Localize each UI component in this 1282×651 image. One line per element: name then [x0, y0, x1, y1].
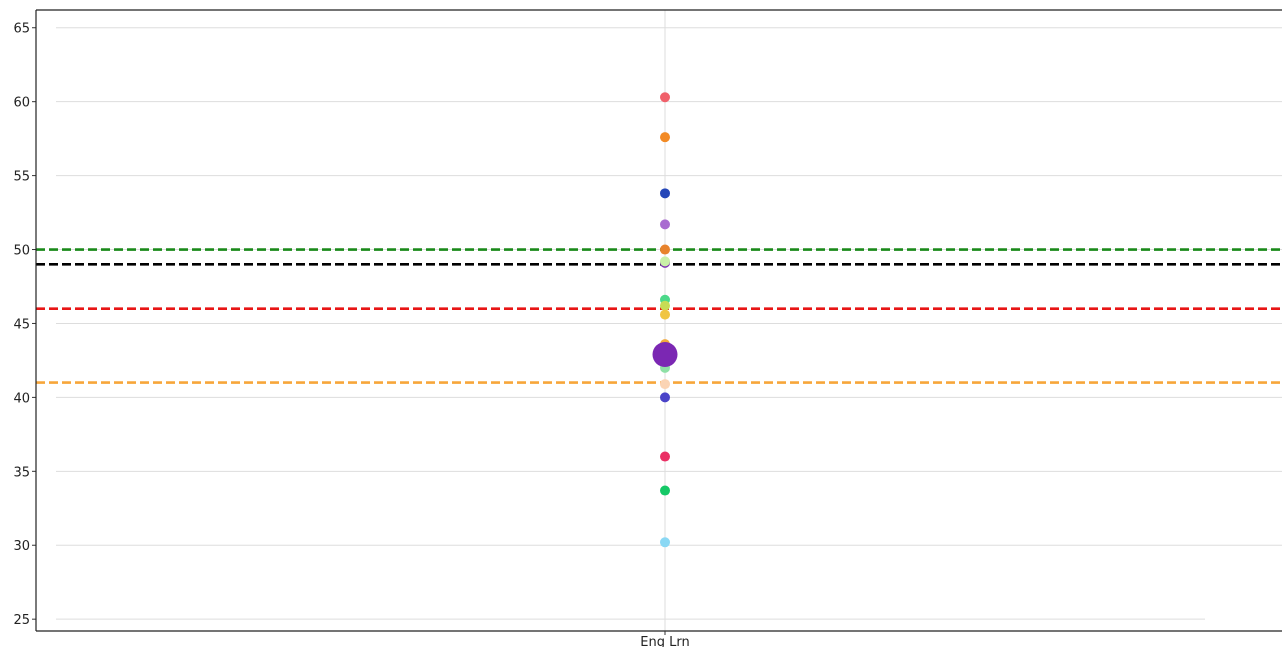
grid-layer	[56, 10, 1282, 631]
axes	[32, 9, 1282, 635]
data-point	[660, 451, 670, 462]
y-tick-label: 25	[13, 613, 30, 628]
y-tick-label: 60	[13, 96, 30, 111]
data-point	[660, 392, 670, 403]
data-point	[660, 379, 670, 390]
y-tick-label: 40	[13, 391, 30, 406]
y-tick-label: 45	[13, 317, 30, 332]
data-point	[660, 219, 670, 230]
data-point	[652, 342, 678, 368]
x-tick-label: Eng Lrn	[640, 635, 689, 647]
data-point	[660, 244, 670, 255]
y-tick-label: 35	[13, 465, 30, 480]
data-point	[660, 485, 670, 496]
data-points	[652, 92, 678, 548]
data-point	[660, 188, 670, 199]
y-tick-label: 30	[13, 539, 30, 554]
data-point	[660, 132, 670, 143]
data-point	[660, 300, 670, 311]
y-tick-label: 65	[13, 22, 30, 37]
data-point	[660, 256, 670, 267]
data-point	[660, 92, 670, 103]
tick-labels: 25 30 35 40 45 50 55 60 65 Eng Lrn	[13, 22, 689, 650]
data-point	[660, 309, 670, 320]
y-tick-label: 50	[13, 244, 30, 259]
y-tick-label: 55	[13, 170, 30, 185]
data-point	[660, 537, 670, 548]
